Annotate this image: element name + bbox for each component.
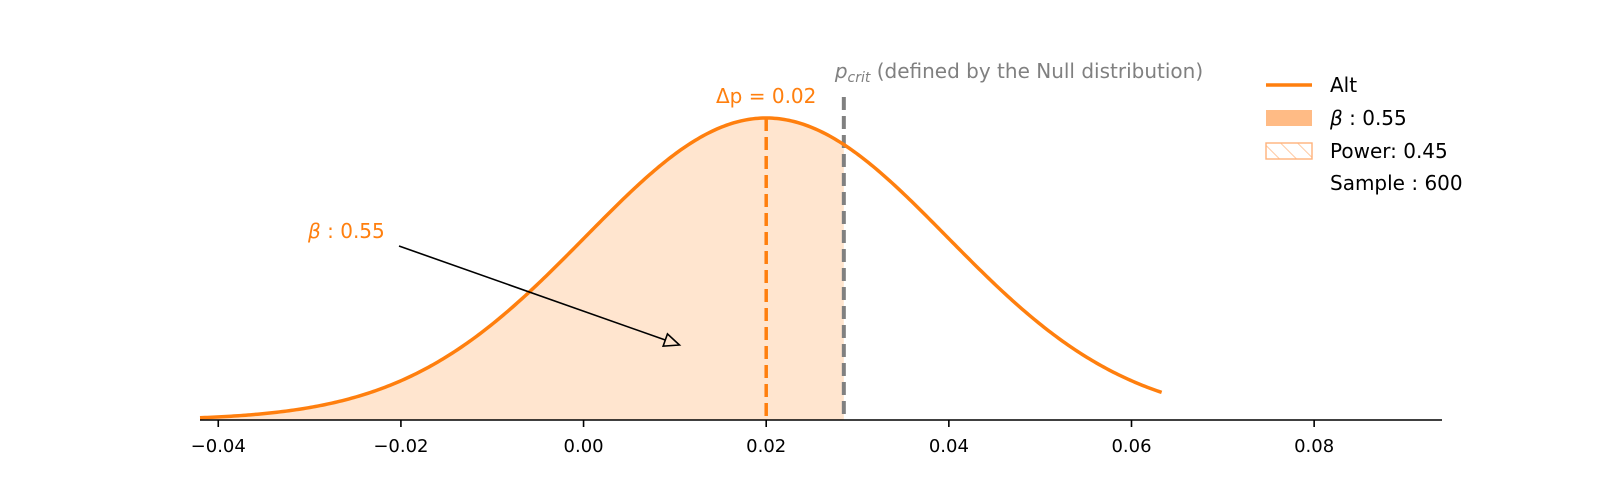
plot-area [199,97,1163,420]
critical-value-label-rest: (defined by the Null distribution) [870,59,1203,83]
x-axis: −0.04 −0.02 0.00 0.02 0.04 0.06 0.08 [191,419,1442,457]
beta-arrow-shaft [398,245,666,341]
beta-annotation-var: β [307,219,321,243]
series-line-alt [199,116,1163,420]
legend-beta-var: β [1329,106,1343,130]
mean-difference-label-text: Δp = 0.02 [716,84,816,108]
beta-annotation-arrow [398,245,682,348]
legend-beta-value: : 0.55 [1343,106,1407,130]
x-tick-label: 0.08 [1294,436,1334,457]
x-tick-label: 0.04 [929,436,969,457]
legend: Alt β : 0.55 Power: 0.45 Sample : 600 [1265,73,1463,195]
beta-shaded-area [200,118,844,420]
legend-beta-patch-icon [1266,110,1312,126]
mean-difference-label: Δp = 0.02 [716,84,816,108]
beta-annotation-value: : 0.55 [321,219,385,243]
x-tick-label: 0.02 [746,436,786,457]
x-tick-label: −0.04 [191,436,246,457]
x-tick-label: −0.02 [373,436,428,457]
legend-power-hatch-icon [1265,142,1313,160]
critical-value-label-var: p [834,59,848,83]
legend-power-label: Power: 0.45 [1330,139,1448,163]
x-tick-label: 0.06 [1111,436,1151,457]
x-tick-label: 0.00 [564,436,604,457]
critical-value-label-sub: crit [848,70,871,86]
legend-sample-label: Sample : 600 [1330,171,1463,195]
beta-annotation-label: β : 0.55 [307,219,385,243]
legend-beta-label: β : 0.55 [1329,106,1407,130]
legend-alt-label: Alt [1330,73,1357,97]
critical-value-label: pcrit (defined by the Null distribution) [834,59,1203,86]
beta-arrow-head [661,332,682,348]
